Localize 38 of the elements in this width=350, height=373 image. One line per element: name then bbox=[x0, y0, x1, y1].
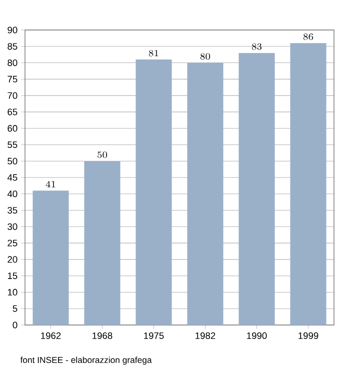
bar bbox=[238, 52, 275, 325]
data-label: 50 bbox=[98, 152, 108, 158]
data-label: 83 bbox=[252, 43, 262, 50]
x-tick-label: 1982 bbox=[196, 332, 216, 339]
x-tick-label: 1962 bbox=[41, 332, 61, 339]
y-tick-label: 20 bbox=[8, 256, 18, 263]
y-tick-label: 5 bbox=[12, 305, 18, 312]
y-tick-label: 10 bbox=[8, 288, 18, 296]
y-tick-label: 90 bbox=[8, 26, 18, 34]
bar bbox=[187, 62, 224, 325]
y-tick-label: 50 bbox=[8, 158, 18, 164]
y-tick-label: 40 bbox=[7, 190, 18, 198]
y-tick-label: 35 bbox=[8, 206, 18, 214]
y-tick-label: 85 bbox=[8, 43, 18, 50]
y-tick-label: 30 bbox=[8, 223, 18, 230]
bar bbox=[32, 190, 69, 325]
y-tick-label: 80 bbox=[8, 59, 18, 66]
y-tick-label: 15 bbox=[8, 272, 18, 280]
x-tick-label: 1990 bbox=[247, 332, 267, 339]
data-label: 80 bbox=[200, 53, 210, 60]
y-tick-label: 65 bbox=[8, 108, 18, 116]
y-tick-label: 55 bbox=[8, 141, 18, 148]
y-tick-label: 70 bbox=[8, 92, 18, 99]
data-label: 41 bbox=[46, 180, 56, 188]
x-tick-label: 1999 bbox=[298, 332, 318, 339]
y-tick-label: 25 bbox=[8, 240, 18, 246]
bar bbox=[84, 161, 120, 325]
data-label: 86 bbox=[303, 34, 314, 40]
y-tick-label: 0 bbox=[12, 322, 18, 328]
bar bbox=[290, 43, 326, 325]
y-tick-label: 60 bbox=[8, 125, 18, 132]
y-tick-label: 45 bbox=[7, 174, 18, 181]
text: font INSEE - elaborazzion grafega bbox=[20, 356, 152, 365]
data-label: 81 bbox=[148, 50, 158, 56]
y-tick-label: 75 bbox=[8, 76, 18, 82]
x-tick-label: 1968 bbox=[92, 332, 112, 339]
x-tick-label: 1975 bbox=[144, 332, 164, 339]
bar bbox=[136, 60, 172, 325]
